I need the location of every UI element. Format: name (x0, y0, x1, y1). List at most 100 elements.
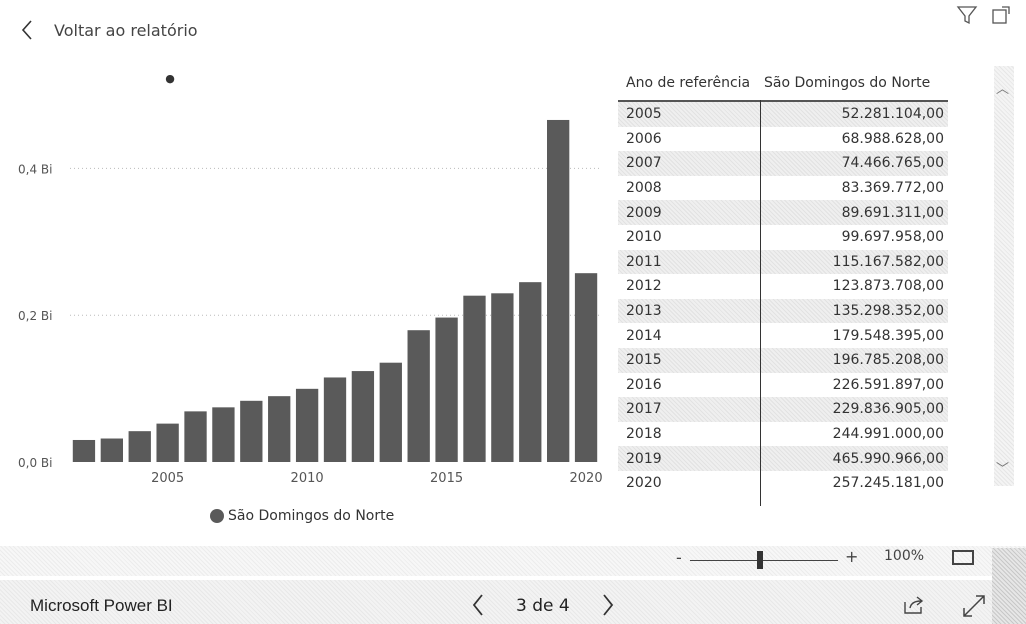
y-tick-label: 0,0 Bi (18, 456, 52, 470)
back-label: Voltar ao relatório (54, 20, 198, 40)
cell-year: 2020 (626, 475, 662, 492)
zoom-slider-thumb[interactable] (756, 551, 763, 569)
y-tick-label: 0,2 Bi (18, 309, 52, 323)
bar (212, 407, 235, 462)
cell-value: 257.245.181,00 (832, 475, 944, 492)
bar (100, 438, 123, 462)
bar (240, 400, 263, 462)
bar (156, 423, 179, 462)
cell-year: 2010 (626, 229, 662, 246)
cell-value: 465.990.966,00 (832, 450, 944, 467)
cell-value: 244.991.000,00 (832, 426, 944, 443)
legend-label: São Domingos do Norte (228, 508, 395, 524)
cell-value: 52.281.104,00 (841, 106, 944, 123)
table-row: 2007 74.466.765,00 (618, 151, 948, 176)
table-scrollbar[interactable] (994, 66, 1014, 486)
back-to-report-link[interactable]: Voltar ao relatório (20, 10, 198, 50)
zoom-slider-track[interactable] (690, 560, 838, 561)
table-row: 2018 244.991.000,00 (618, 422, 948, 447)
brand-name: Microsoft Power BI (30, 596, 173, 615)
zoom-in-button[interactable]: + (845, 547, 859, 566)
table-row: 2017 229.836.905,00 (618, 397, 948, 422)
page-indicator: 3 de 4 (516, 596, 570, 616)
zoom-out-button[interactable]: - (676, 548, 682, 567)
bar (574, 273, 598, 462)
table-row: 2010 99.697.958,00 (618, 225, 948, 250)
cell-year: 2008 (626, 180, 662, 197)
table-row: 2013 135.298.352,00 (618, 298, 948, 324)
table-header: Ano de referência São Domingos do Norte (618, 66, 948, 102)
cell-value: 83.369.772,00 (841, 180, 944, 197)
table-row: 2012 123.873.708,00 (618, 274, 948, 299)
bar (463, 295, 486, 462)
data-table: Ano de referência São Domingos do Norte … (618, 66, 948, 496)
cell-value: 68.988.628,00 (841, 130, 944, 147)
legend-swatch (210, 509, 224, 523)
cell-year: 2005 (626, 106, 662, 123)
bar (435, 317, 458, 462)
bar-chart: ● 0,0 Bi 0,2 Bi 0,4 Bi 2005 2010 2015 2020 (18, 72, 603, 486)
scroll-down-icon[interactable]: ﹀ (996, 462, 1010, 477)
focus-mode-icon[interactable] (990, 4, 1012, 26)
table-row: 2014 179.548.395,00 (618, 323, 948, 348)
table-row: 2016 226.591.897,00 (618, 373, 948, 398)
column-header-year[interactable]: Ano de referência (626, 75, 751, 91)
cell-value: 179.548.395,00 (832, 327, 944, 344)
bar (491, 293, 514, 462)
column-divider (760, 100, 761, 506)
table-row: 2019 465.990.966,00 (618, 446, 948, 471)
cell-year: 2015 (626, 352, 662, 369)
footer-corner (992, 548, 1026, 624)
bar (351, 371, 375, 462)
cell-value: 89.691.311,00 (841, 204, 944, 221)
table-row: 2020 257.245.181,00 (618, 471, 948, 496)
column-header-value[interactable]: São Domingos do Norte (764, 75, 931, 91)
bar (379, 362, 402, 462)
fit-to-page-icon[interactable] (952, 550, 974, 565)
table-row: 2015 196.785.208,00 (618, 347, 948, 373)
cell-value: 123.873.708,00 (832, 278, 944, 295)
table-row: 2008 83.369.772,00 (618, 176, 948, 201)
bar (407, 330, 430, 462)
chevron-left-icon (21, 20, 32, 40)
cell-value: 135.298.352,00 (832, 303, 944, 320)
next-page-button[interactable] (600, 592, 616, 618)
cell-year: 2014 (626, 327, 662, 344)
zoom-bar (0, 546, 1026, 576)
cell-year: 2017 (626, 401, 662, 418)
previous-page-button[interactable] (470, 592, 486, 618)
bar (128, 431, 151, 462)
cell-year: 2018 (626, 426, 662, 443)
x-tick-label: 2015 (430, 471, 463, 486)
cell-year: 2009 (626, 204, 662, 221)
bar (323, 377, 347, 462)
bar (519, 282, 542, 462)
table-row: 2005 52.281.104,00 (618, 102, 948, 127)
table-row: 2006 68.988.628,00 (618, 127, 948, 152)
cell-value: 99.697.958,00 (841, 229, 944, 246)
x-tick-label: 2010 (291, 471, 324, 486)
bar (184, 411, 207, 462)
cell-year: 2011 (626, 253, 662, 270)
table-row: 2009 89.691.311,00 (618, 200, 948, 225)
scroll-up-icon[interactable]: ︿ (996, 82, 1010, 97)
table-row: 2011 115.167.582,00 (618, 249, 948, 275)
bar (295, 388, 319, 462)
chart-legend: São Domingos do Norte (210, 508, 394, 524)
cell-value: 196.785.208,00 (832, 352, 944, 369)
filter-icon[interactable] (956, 4, 978, 26)
bar (547, 119, 570, 462)
cell-year: 2012 (626, 278, 662, 295)
chart-marker-icon: ● (165, 72, 175, 85)
x-tick-label: 2005 (151, 471, 184, 486)
share-icon[interactable] (902, 594, 926, 616)
cell-year: 2007 (626, 155, 662, 172)
expand-icon[interactable] (960, 592, 988, 620)
cell-year: 2016 (626, 376, 662, 393)
footer-bar (0, 580, 1026, 624)
y-tick-label: 0,4 Bi (18, 162, 52, 176)
bar (268, 396, 291, 462)
cell-year: 2013 (626, 303, 662, 320)
x-tick-label: 2020 (570, 471, 603, 486)
cell-year: 2006 (626, 130, 662, 147)
